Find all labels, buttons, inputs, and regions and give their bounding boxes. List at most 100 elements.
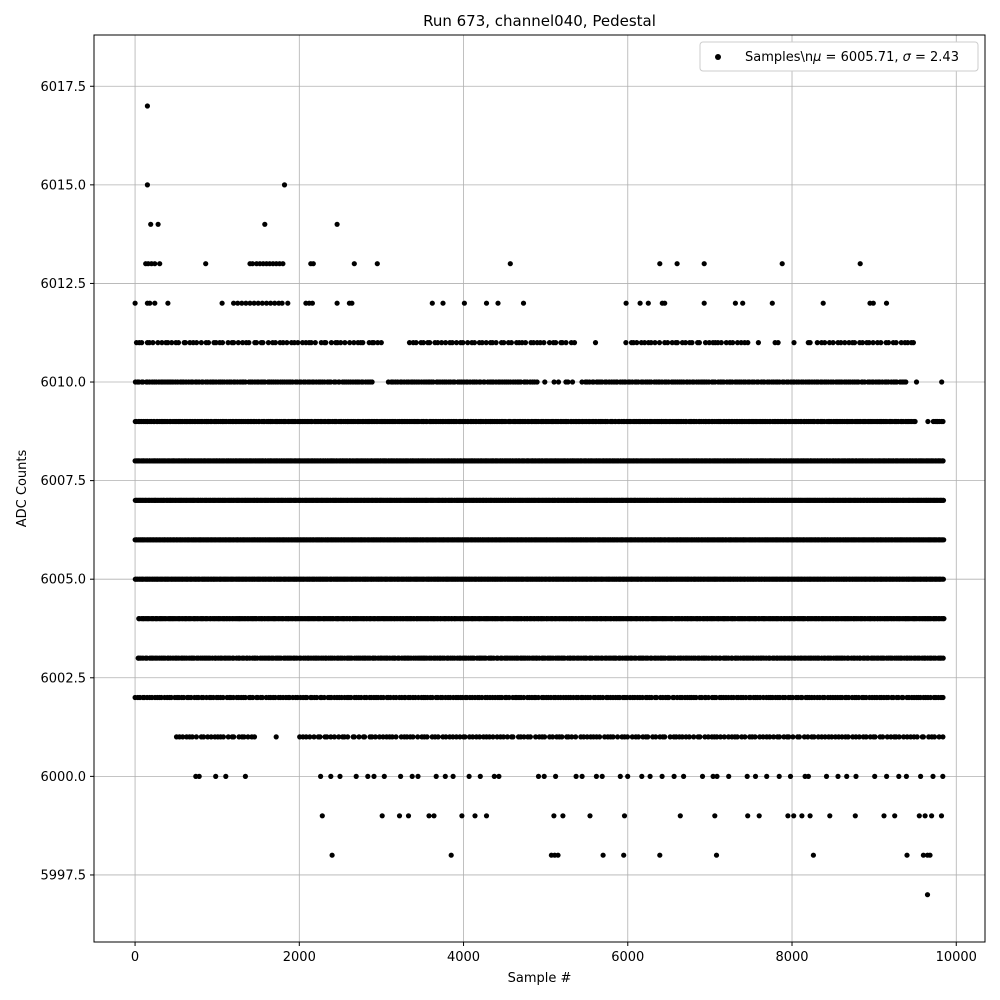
data-point (700, 774, 705, 779)
data-point (410, 774, 415, 779)
data-point (941, 458, 946, 463)
data-point (880, 734, 885, 739)
data-point (896, 774, 901, 779)
data-point (662, 734, 667, 739)
data-point (611, 734, 616, 739)
data-point (904, 774, 909, 779)
data-point (536, 774, 541, 779)
data-point (194, 734, 199, 739)
data-point (872, 774, 877, 779)
data-point (824, 774, 829, 779)
data-point (639, 774, 644, 779)
data-point (356, 734, 361, 739)
data-point (221, 734, 226, 739)
data-point (425, 734, 430, 739)
data-point (726, 774, 731, 779)
data-point (318, 774, 323, 779)
data-point (436, 734, 441, 739)
data-point (223, 774, 228, 779)
data-point (354, 774, 359, 779)
data-point (853, 774, 858, 779)
data-point (681, 774, 686, 779)
data-point (806, 774, 811, 779)
data-point (932, 734, 937, 739)
data-point (884, 774, 889, 779)
data-point (574, 774, 579, 779)
data-point (742, 734, 747, 739)
data-point (941, 656, 946, 661)
data-point (553, 774, 558, 779)
data-point (764, 774, 769, 779)
data-point (467, 774, 472, 779)
data-point (443, 774, 448, 779)
data-point (625, 774, 630, 779)
data-point (573, 734, 578, 739)
data-point (382, 774, 387, 779)
data-point (597, 734, 602, 739)
data-point (618, 774, 623, 779)
data-point (648, 774, 653, 779)
data-point (451, 774, 456, 779)
data-point (415, 774, 420, 779)
data-point (697, 734, 702, 739)
data-point (559, 734, 564, 739)
data-point (393, 734, 398, 739)
data-point (274, 734, 279, 739)
data-point (846, 734, 851, 739)
data-point (941, 498, 946, 503)
data-point (197, 774, 202, 779)
data-point (645, 734, 650, 739)
data-point (252, 734, 257, 739)
data-point (496, 774, 501, 779)
data-point (753, 774, 758, 779)
data-point (528, 734, 533, 739)
data-point (873, 734, 878, 739)
data-point (542, 734, 547, 739)
data-point (777, 734, 782, 739)
data-point (672, 774, 677, 779)
data-point (478, 774, 483, 779)
data-point (941, 616, 946, 621)
data-point (337, 774, 342, 779)
data-point (660, 774, 665, 779)
data-point (790, 734, 795, 739)
data-point (930, 774, 935, 779)
data-point (915, 734, 920, 739)
data-point (492, 774, 497, 779)
data-point (542, 774, 547, 779)
data-point (462, 734, 467, 739)
data-point (231, 734, 236, 739)
data-point (625, 734, 630, 739)
data-point (317, 734, 322, 739)
data-point (714, 774, 719, 779)
data-point (580, 774, 585, 779)
data-point (345, 734, 350, 739)
data-point (788, 774, 793, 779)
data-point (434, 774, 439, 779)
data-point (365, 774, 370, 779)
data-point (918, 774, 923, 779)
data-point (941, 577, 946, 582)
data-point (600, 774, 605, 779)
data-point (243, 774, 248, 779)
data-point (594, 774, 599, 779)
data-point (940, 695, 945, 700)
data-point (510, 734, 515, 739)
data-point (362, 734, 367, 739)
data-point (940, 734, 945, 739)
data-point (398, 774, 403, 779)
data-point (328, 774, 333, 779)
data-point (213, 774, 218, 779)
data-point (745, 774, 750, 779)
data-point (753, 734, 758, 739)
data-point (777, 774, 782, 779)
data-point (941, 537, 946, 542)
data-point (797, 734, 802, 739)
data-point (410, 734, 415, 739)
data-point (835, 774, 840, 779)
data-point (921, 734, 926, 739)
data-point (352, 734, 357, 739)
data-point (371, 774, 376, 779)
data-point (940, 774, 945, 779)
